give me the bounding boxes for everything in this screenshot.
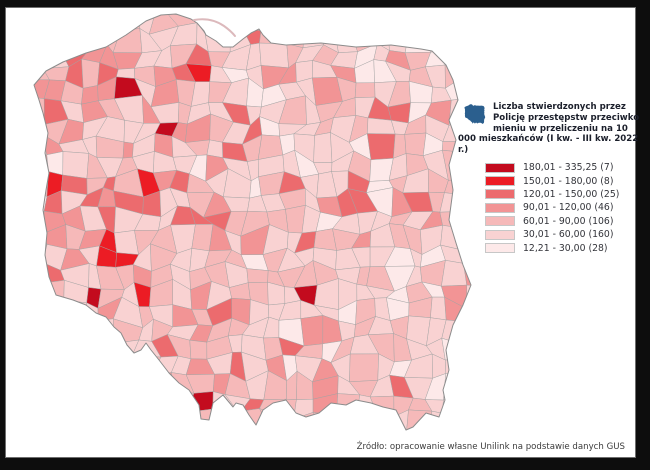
map-area xyxy=(11,10,481,450)
hel-peninsula xyxy=(193,18,236,37)
legend-label: 90,01 - 120,00 (46) xyxy=(523,202,614,214)
legend-row: 120,01 - 150,00 (25) xyxy=(485,188,640,201)
powiat-cells xyxy=(34,14,471,430)
legend-label: 12,21 - 30,00 (28) xyxy=(523,242,608,254)
legend-label: 30,01 - 60,00 (160) xyxy=(523,229,614,241)
legend-swatch-class3 xyxy=(485,189,515,200)
legend-label: 60,01 - 90,00 (106) xyxy=(523,215,614,227)
legend-rows: 180,01 - 335,25 (7) 150,01 - 180,00 (8) … xyxy=(458,161,640,255)
legend-row: 30,01 - 60,00 (160) xyxy=(485,228,640,241)
source-caption: Źródło: opracowanie własne Unilink na po… xyxy=(356,442,625,452)
legend-row: 150,01 - 180,00 (8) xyxy=(485,174,640,187)
legend-swatch-class4 xyxy=(485,202,515,213)
legend-swatch-class2 xyxy=(485,176,515,187)
legend-swatch-class5 xyxy=(485,216,515,227)
legend-swatch-class1 xyxy=(485,162,515,173)
poland-choropleth-map xyxy=(33,13,472,431)
legend-title-block: Liczba stwierdzonych przez Policję przes… xyxy=(458,102,640,156)
legend-swatch-class6 xyxy=(485,229,515,240)
legend-row: 12,21 - 30,00 (28) xyxy=(485,241,640,254)
legend-label: 180,01 - 335,25 (7) xyxy=(523,162,614,174)
legend-label: 150,01 - 180,00 (8) xyxy=(523,175,614,187)
poland-border xyxy=(33,13,472,431)
legend-row: 90,01 - 120,00 (46) xyxy=(485,201,640,214)
legend-label: 120,01 - 150,00 (25) xyxy=(523,188,620,200)
legend-title: Liczba stwierdzonych przez Policję przes… xyxy=(458,102,640,156)
legend: Liczba stwierdzonych przez Policję przes… xyxy=(458,102,640,255)
legend-row: 60,01 - 90,00 (106) xyxy=(485,215,640,228)
legend-row: 180,01 - 335,25 (7) xyxy=(485,161,640,174)
legend-swatch-class7 xyxy=(485,243,515,254)
poland-silhouette-icon xyxy=(464,104,486,125)
report-page: Liczba stwierdzonych przez Policję przes… xyxy=(5,7,639,458)
